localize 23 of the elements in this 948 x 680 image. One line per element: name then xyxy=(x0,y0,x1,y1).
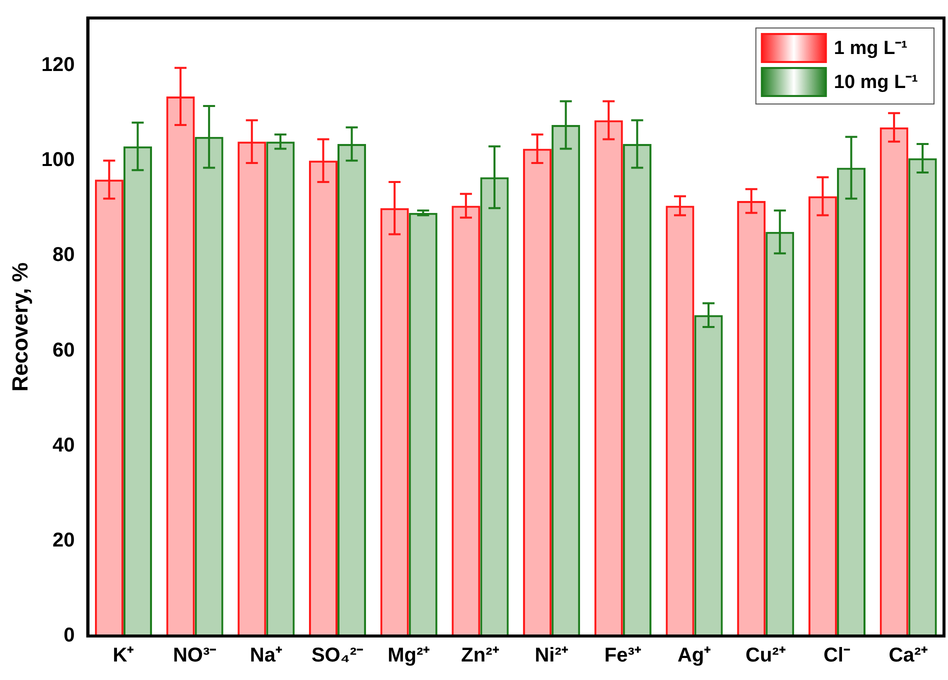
y-tick-label: 60 xyxy=(52,339,75,362)
y-tick-label: 0 xyxy=(64,624,75,647)
y-tick-label: 40 xyxy=(52,434,75,456)
y-tick-label: 100 xyxy=(41,149,75,172)
x-tick-label: Ag⁺ xyxy=(677,644,712,667)
x-tick-label: K⁺ xyxy=(112,644,134,667)
x-tick-label: Ca²⁺ xyxy=(888,644,928,667)
y-tick-label: 120 xyxy=(41,54,75,76)
y-tick-label: 80 xyxy=(52,244,75,266)
x-tick-label: Zn²⁺ xyxy=(461,644,500,667)
x-tick-label: Ni²⁺ xyxy=(534,644,568,667)
bar xyxy=(408,212,438,636)
legend-label: 1 mg L⁻¹ xyxy=(834,38,908,60)
x-tick-label: Fe³⁺ xyxy=(604,644,642,667)
x-tick-label: Na⁺ xyxy=(250,644,282,667)
x-tick-label: Cu²⁺ xyxy=(745,644,786,667)
x-tick-label: SO₄²⁻ xyxy=(311,644,364,667)
x-tick-label: Mg²⁺ xyxy=(388,644,430,667)
legend-label: 10 mg L⁻¹ xyxy=(834,72,918,94)
y-tick-label: 20 xyxy=(52,529,75,552)
y-axis-title: Recovery, % xyxy=(7,262,32,392)
x-tick-label: NO³⁻ xyxy=(172,644,217,667)
x-tick-label: Cl⁻ xyxy=(823,644,850,667)
